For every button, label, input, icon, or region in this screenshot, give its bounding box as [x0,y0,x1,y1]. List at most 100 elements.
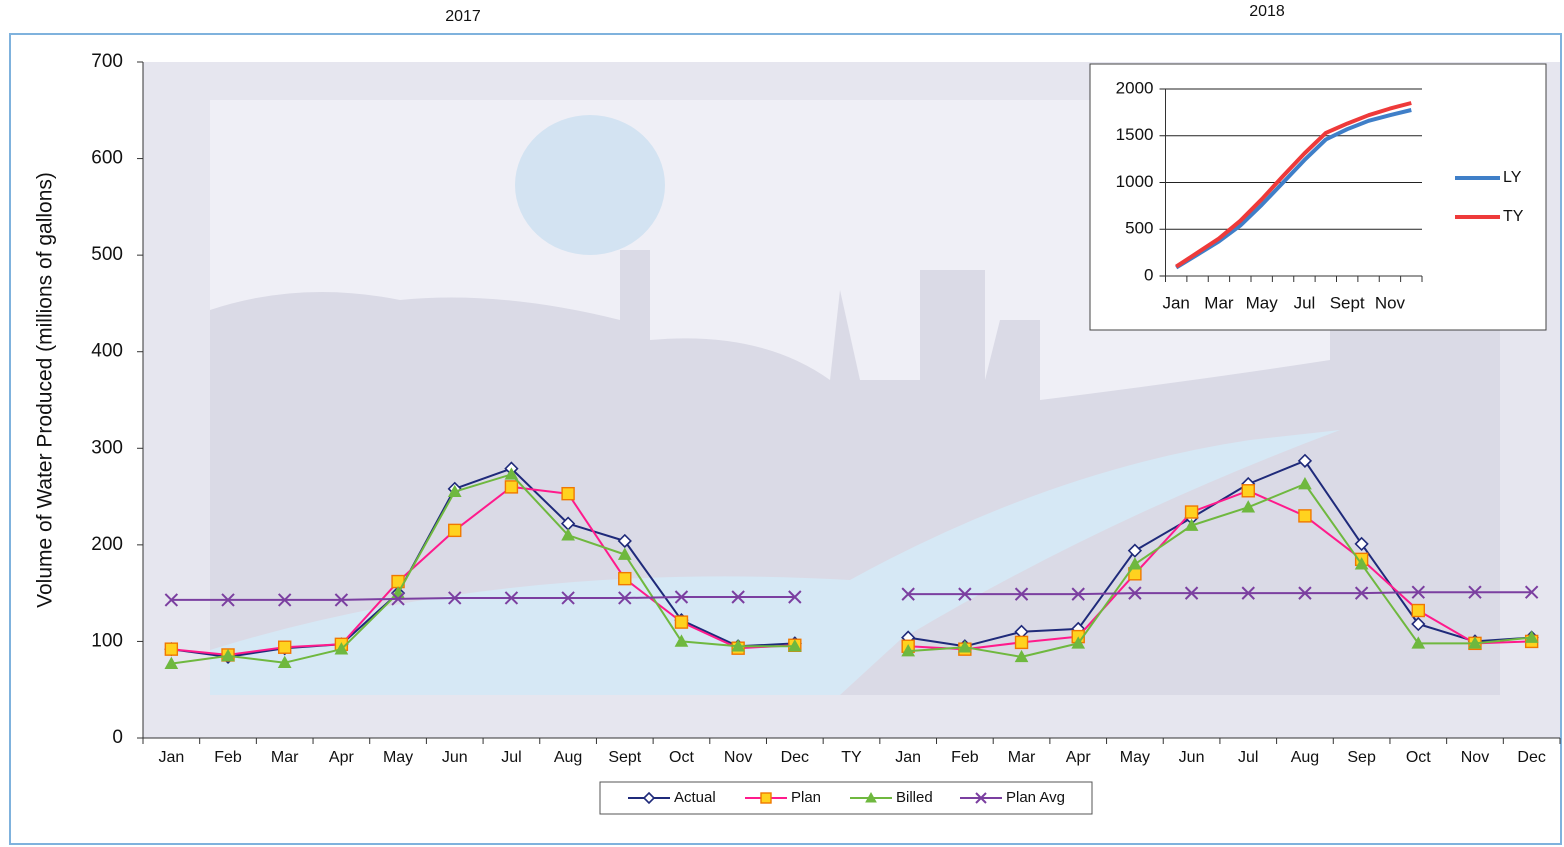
legend-label: Plan [791,789,821,806]
y-tick-label: 500 [91,244,123,265]
marker [901,587,915,601]
marker [1468,636,1482,649]
series-line [1175,101,1412,269]
marker [277,593,292,607]
marker [334,642,349,655]
marker [618,571,632,586]
marker [334,593,349,607]
x-tick-label: May [383,749,413,766]
x-tick-label: Apr [1066,749,1092,766]
marker [1298,509,1312,523]
y-tick-label: 300 [91,437,123,458]
marker [1411,616,1426,632]
marker [617,547,632,560]
x-tick-label: Jul [501,749,521,766]
marker [1298,476,1312,490]
marker [221,593,235,607]
marker [164,593,179,607]
marker [1354,586,1369,600]
y-tick-label: 700 [91,51,123,72]
marker [731,639,745,652]
y-tick-label: 0 [1144,265,1153,284]
marker [1014,635,1029,650]
series-line [1175,108,1412,270]
marker [1468,585,1482,599]
legend-label: Billed [896,789,933,806]
x-tick-label: Nov [724,749,752,766]
marker [788,590,802,604]
x-tick-label: Sep [1347,749,1376,766]
marker [1128,586,1142,600]
marker [164,642,179,656]
marker [1014,649,1029,663]
marker [1297,453,1313,468]
marker [504,591,519,605]
x-tick-label: Nov [1375,293,1406,312]
marker [1241,484,1255,498]
marker [901,644,916,657]
x-tick-label: Apr [329,749,355,766]
x-tick-label: TY [841,749,862,766]
background-river [210,430,1340,695]
background-skyline [210,250,1500,695]
x-tick-label: Jul [1294,293,1316,312]
x-tick-label: Sept [608,749,641,766]
marker [1071,636,1086,649]
x-tick-label: Oct [1406,749,1431,766]
marker [391,592,405,606]
series-line [171,473,1532,665]
x-tick-label: Mar [1008,749,1036,766]
y-tick-label: 0 [112,727,123,748]
marker [958,640,972,653]
x-tick-label: Mar [271,749,299,766]
marker [277,655,292,668]
y-axis-label: Volume of Water Produced (millions of ga… [34,172,57,608]
x-tick-label: Jan [158,749,184,766]
legend-label: Actual [674,789,716,806]
marker [1524,630,1539,643]
marker [1128,557,1142,570]
x-tick-label: Oct [669,749,694,766]
marker [787,639,802,652]
marker [1184,505,1199,519]
marker [504,480,519,494]
y-tick-label: 2000 [1116,78,1154,97]
marker [1298,586,1312,600]
marker [1354,536,1369,552]
legend-label: LY [1503,169,1522,186]
marker [674,615,689,629]
x-tick-label: Jan [895,749,921,766]
x-tick-label: Mar [1204,293,1234,312]
marker [561,486,575,501]
x-tick-label: Jul [1238,749,1258,766]
marker [975,792,987,804]
y-tick-label: 500 [1125,219,1153,238]
marker [618,591,632,605]
x-tick-label: Jun [1179,749,1205,766]
marker [617,533,632,549]
marker [1411,585,1426,599]
series-line [171,591,1532,601]
legend-label: Plan Avg [1006,789,1065,806]
legend-label: TY [1503,208,1524,225]
marker [1071,587,1085,601]
marker [760,792,772,804]
marker [1524,585,1539,599]
marker [504,467,519,480]
marker [674,634,689,647]
marker [674,590,689,604]
inset-frame [1089,63,1547,331]
x-tick-label: Sept [1330,293,1365,312]
marker [1411,603,1426,618]
marker [447,484,462,498]
marker [448,523,462,538]
series-line [171,485,1532,656]
marker [1184,518,1199,531]
background-tower [515,115,665,255]
marker [958,587,972,601]
marker [1241,500,1256,513]
x-tick-label: May [1120,749,1150,766]
y-tick-label: 200 [91,534,123,555]
x-tick-label: Dec [1517,749,1545,766]
